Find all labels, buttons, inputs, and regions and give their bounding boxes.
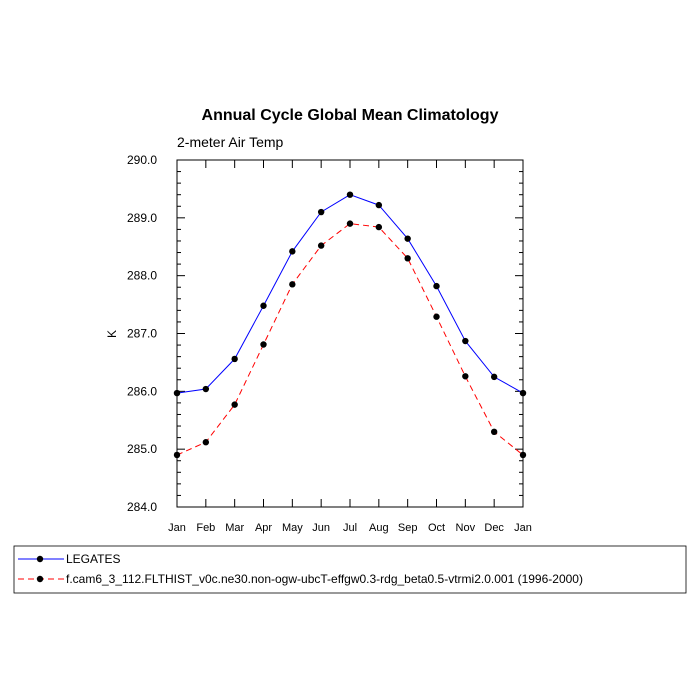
x-tick-label: Jul — [343, 522, 357, 534]
series-1-point — [289, 248, 296, 255]
chart-title: Annual Cycle Global Mean Climatology — [202, 107, 499, 124]
series-2-point — [462, 373, 469, 380]
series-2-point — [433, 313, 440, 320]
y-tick-label: 288.0 — [127, 269, 157, 283]
series-1-point — [404, 235, 411, 242]
x-tick-label: Sep — [398, 522, 418, 534]
y-tick-label: 287.0 — [127, 327, 157, 341]
legend-box — [13, 545, 687, 594]
series-2-point — [260, 341, 267, 348]
y-tick-label: 285.0 — [127, 442, 157, 456]
series-line-2 — [176, 223, 524, 456]
y-tick-label: 289.0 — [127, 211, 157, 225]
x-tick-labels: Jan Feb Mar Apr May Jun Jul Aug Sep Oct Nov Dec Jan — [168, 522, 532, 534]
series-2-point — [404, 255, 411, 262]
series-2-point — [289, 281, 296, 288]
series-1-point — [173, 389, 181, 397]
series-2-point — [346, 220, 354, 227]
series-1-point — [260, 302, 267, 309]
legend-label-1: LEGATES — [66, 552, 120, 566]
series-1-point — [375, 201, 383, 209]
x-tick-label: Jan — [168, 522, 186, 534]
x-tick-label: May — [282, 522, 303, 534]
y-axis-label: K — [105, 330, 119, 338]
series-1-point — [490, 373, 498, 381]
x-tick-label: Aug — [369, 522, 389, 534]
x-tick-label: Mar — [225, 522, 244, 534]
legend-marker-1 — [36, 555, 44, 563]
series-1-point — [231, 355, 238, 363]
plot-frame — [176, 159, 524, 508]
y-tick-label: 284.0 — [127, 500, 157, 514]
x-tick-label: Dec — [484, 522, 504, 534]
series-2-point — [173, 451, 181, 459]
x-tick-label: Oct — [428, 522, 445, 534]
legend-label-2: f.cam6_3_112.FLTHIST_v0c.ne30.non-ogw-ub… — [66, 572, 583, 586]
series-1-point — [433, 282, 440, 290]
series-2-point — [231, 401, 238, 408]
chart-subtitle: 2-meter Air Temp — [177, 134, 284, 150]
series-1-point — [346, 191, 354, 198]
y-tick-labels: 284.0 285.0 286.0 287.0 288.0 289.0 290.0 — [127, 153, 157, 514]
y-tick-label: 290.0 — [127, 153, 157, 167]
axis-ticks — [176, 159, 524, 508]
x-tick-label: Feb — [196, 522, 215, 534]
series-2-point — [490, 428, 498, 436]
legend: LEGATES f.cam6_3_112.FLTHIST_v0c.ne30.non… — [18, 552, 583, 586]
series-2-point — [519, 451, 527, 459]
series-2-point — [317, 242, 325, 249]
legend-marker-2 — [36, 575, 44, 583]
series-1-point — [317, 208, 325, 216]
series-1-point — [202, 385, 210, 393]
series-1-point — [462, 337, 469, 345]
y-tick-label: 286.0 — [127, 384, 157, 398]
series-2-point — [375, 223, 383, 231]
x-tick-label: Apr — [255, 522, 272, 534]
series-2-point — [202, 439, 210, 446]
series-group — [173, 191, 527, 459]
x-tick-label: Jan — [514, 522, 532, 534]
x-tick-label: Nov — [456, 522, 476, 534]
x-tick-label: Jun — [312, 522, 330, 534]
series-1-point — [519, 389, 527, 397]
